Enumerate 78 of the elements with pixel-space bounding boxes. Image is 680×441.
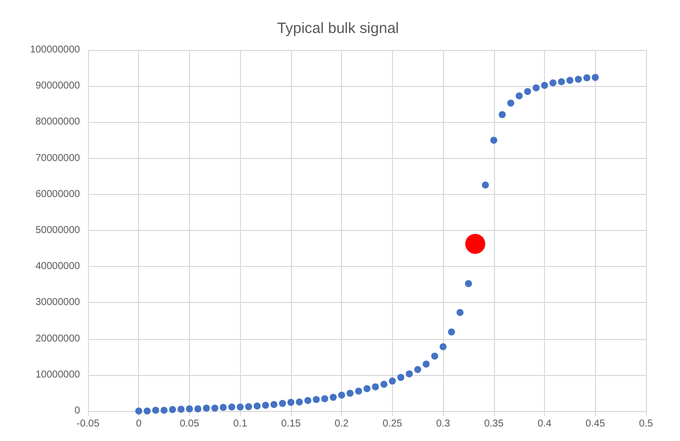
point xyxy=(592,74,599,81)
y-tick-label: 60000000 xyxy=(36,188,80,200)
point xyxy=(456,308,464,316)
point xyxy=(304,397,312,404)
y-tick-label: 20000000 xyxy=(36,333,80,344)
point xyxy=(194,405,202,412)
point xyxy=(338,392,346,399)
point xyxy=(160,406,168,414)
point xyxy=(296,398,303,406)
point xyxy=(287,398,294,406)
point xyxy=(202,404,210,412)
y-tick-label: 80000000 xyxy=(36,116,80,128)
point xyxy=(211,404,218,412)
x-tick-label: 0.25 xyxy=(382,418,403,430)
x-tick-label: 0.05 xyxy=(180,418,200,430)
x-tick-label: 0.1 xyxy=(233,418,248,430)
point xyxy=(144,408,151,414)
point xyxy=(330,394,337,401)
point xyxy=(278,400,286,407)
point xyxy=(186,405,193,412)
point xyxy=(482,182,489,189)
point xyxy=(549,79,556,86)
point xyxy=(254,402,261,410)
point xyxy=(414,366,422,373)
point xyxy=(464,280,472,288)
x-tick-label: 0.35 xyxy=(484,418,504,430)
point xyxy=(372,383,379,390)
y-tick-label: 70000000 xyxy=(36,152,80,164)
point xyxy=(422,360,430,368)
point xyxy=(532,84,540,92)
point xyxy=(152,406,160,414)
x-tick-label: 0.3 xyxy=(436,418,450,430)
point xyxy=(346,390,354,397)
point xyxy=(228,404,236,411)
y-tick-label: 100000000 xyxy=(30,44,80,56)
chart-title: Typical bulk signal xyxy=(277,20,399,37)
point xyxy=(178,406,185,413)
point xyxy=(262,402,270,409)
point xyxy=(490,136,498,144)
point xyxy=(524,88,532,96)
point xyxy=(507,100,514,107)
point xyxy=(380,380,388,388)
point xyxy=(574,76,582,83)
x-tick-label: 0.5 xyxy=(639,418,654,430)
point xyxy=(448,328,456,336)
point xyxy=(270,401,278,408)
y-tick-label: 30000000 xyxy=(36,297,80,308)
point xyxy=(558,78,565,86)
point xyxy=(498,111,506,118)
point xyxy=(388,378,396,385)
point xyxy=(583,74,590,82)
y-tick-label: 50000000 xyxy=(36,225,80,236)
point xyxy=(312,396,320,403)
point xyxy=(245,403,252,410)
point xyxy=(541,82,548,89)
x-tick-label: 0 xyxy=(136,418,142,430)
x-tick-label: 0.4 xyxy=(538,418,552,430)
point xyxy=(465,234,486,254)
y-tick-label: 0 xyxy=(74,406,80,416)
point xyxy=(431,352,438,360)
point xyxy=(566,76,574,84)
point xyxy=(355,388,362,395)
point xyxy=(440,343,447,350)
point xyxy=(321,395,328,402)
point xyxy=(220,404,227,411)
y-tick-label: 10000000 xyxy=(36,369,80,380)
y-tick-label: 90000000 xyxy=(36,80,80,92)
point xyxy=(236,404,244,411)
x-tick-label: -0.05 xyxy=(76,418,100,430)
x-tick-label: 0.45 xyxy=(586,418,606,430)
x-tick-label: 0.15 xyxy=(281,418,302,430)
point xyxy=(364,385,370,392)
point xyxy=(406,370,413,378)
point xyxy=(397,374,404,381)
point xyxy=(169,406,176,414)
point xyxy=(516,92,523,100)
x-tick-label: 0.2 xyxy=(334,418,350,430)
y-tick-label: 40000000 xyxy=(36,261,80,272)
